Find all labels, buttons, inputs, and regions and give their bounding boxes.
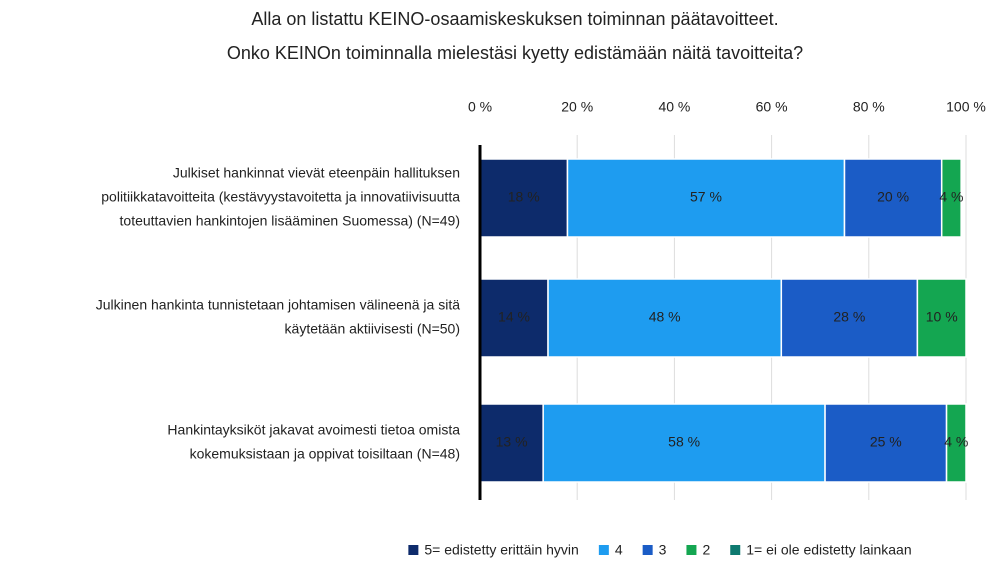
x-tick-label: 0 % bbox=[468, 99, 492, 115]
category-label: Julkiset hankinnat vievät eteenpäin hall… bbox=[173, 165, 460, 181]
data-label: 57 % bbox=[690, 189, 722, 205]
bar-segment bbox=[780, 278, 919, 358]
bar-segment bbox=[542, 403, 826, 483]
data-label: 48 % bbox=[649, 309, 681, 325]
bar-segment bbox=[916, 278, 967, 358]
legend-swatch bbox=[730, 545, 741, 555]
category-label: Hankintayksiköt jakavat avoimesti tietoa… bbox=[167, 422, 460, 438]
category-label: politiikkatavoitteita (kestävyystavoitet… bbox=[101, 189, 460, 205]
legend-label: 2 bbox=[702, 542, 710, 558]
data-label: 13 % bbox=[496, 434, 528, 450]
data-label: 4 % bbox=[944, 434, 968, 450]
chart-title: Onko KEINOn toiminnalla mielestäsi kyett… bbox=[227, 43, 803, 63]
data-label: 4 % bbox=[939, 189, 963, 205]
category-label: toteuttavien hankintojen lisääminen Suom… bbox=[120, 213, 460, 229]
bar-segment bbox=[945, 403, 967, 483]
legend-label: 4 bbox=[615, 542, 623, 558]
data-label: 14 % bbox=[498, 309, 530, 325]
x-tick-label: 40 % bbox=[658, 99, 690, 115]
legend-swatch bbox=[642, 545, 653, 555]
bar-segment bbox=[566, 158, 846, 238]
bar-segment bbox=[479, 158, 569, 238]
category-label: käytetään aktiivisesti (N=50) bbox=[285, 321, 460, 337]
legend-swatch bbox=[686, 545, 697, 555]
legend-swatch bbox=[408, 545, 419, 555]
x-tick-label: 60 % bbox=[756, 99, 788, 115]
legend-swatch bbox=[598, 545, 609, 555]
legend-label: 5= edistetty erittäin hyvin bbox=[424, 542, 578, 558]
x-tick-label: 100 % bbox=[946, 99, 986, 115]
x-tick-label: 20 % bbox=[561, 99, 593, 115]
category-label: Julkinen hankinta tunnistetaan johtamise… bbox=[96, 297, 460, 313]
bar-segment bbox=[479, 403, 544, 483]
data-label: 18 % bbox=[508, 189, 540, 205]
legend-label: 3 bbox=[659, 542, 667, 558]
data-label: 10 % bbox=[926, 309, 958, 325]
legend-label: 1= ei ole edistetty lainkaan bbox=[746, 542, 911, 558]
x-tick-label: 80 % bbox=[853, 99, 885, 115]
category-label: kokemuksistaan ja oppivat toisiltaan (N=… bbox=[190, 446, 460, 462]
data-label: 20 % bbox=[877, 189, 909, 205]
chart-title: Alla on listattu KEINO-osaamiskeskuksen … bbox=[251, 9, 778, 29]
bar-segment bbox=[843, 158, 943, 238]
data-label: 28 % bbox=[833, 309, 865, 325]
bar-segment bbox=[940, 158, 962, 238]
data-label: 58 % bbox=[668, 434, 700, 450]
data-label: 25 % bbox=[870, 434, 902, 450]
